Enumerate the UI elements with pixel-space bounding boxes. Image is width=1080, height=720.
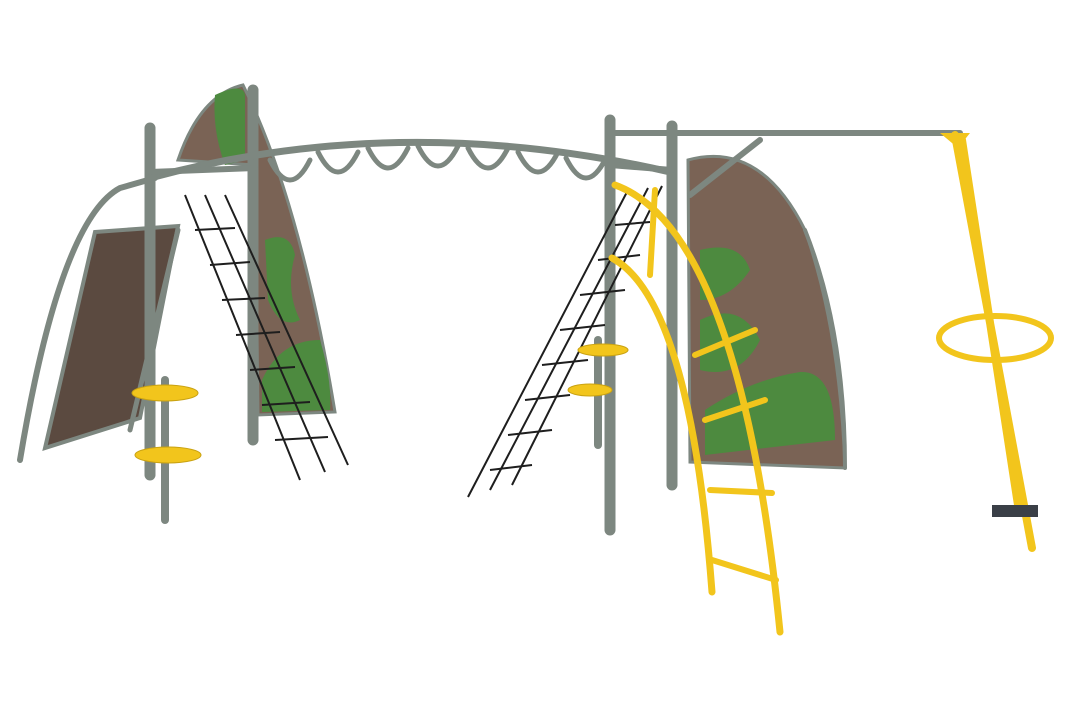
yellow-rungs xyxy=(647,187,779,583)
brace xyxy=(687,137,763,198)
seat xyxy=(131,384,199,402)
spinner-pole xyxy=(951,131,1036,552)
camo-patch xyxy=(705,371,835,455)
yellow-ladder-rail xyxy=(611,181,784,636)
left-frame-tube xyxy=(17,175,158,463)
yellow-ladder-rail xyxy=(608,254,716,596)
camo-patch xyxy=(214,88,245,165)
seat xyxy=(567,383,613,397)
seat xyxy=(134,446,202,464)
right-net xyxy=(467,185,663,498)
left-net xyxy=(184,194,349,481)
footrest xyxy=(992,505,1038,517)
camo-patch xyxy=(700,247,750,300)
camo-patch xyxy=(262,340,331,412)
right-panel-edge xyxy=(803,228,847,470)
spinner-ring xyxy=(936,313,1054,363)
crossbar xyxy=(147,162,675,175)
overhead-rail xyxy=(146,138,674,182)
seat xyxy=(577,343,629,357)
spinner-top xyxy=(940,133,970,148)
hanging-rungs xyxy=(267,143,609,183)
